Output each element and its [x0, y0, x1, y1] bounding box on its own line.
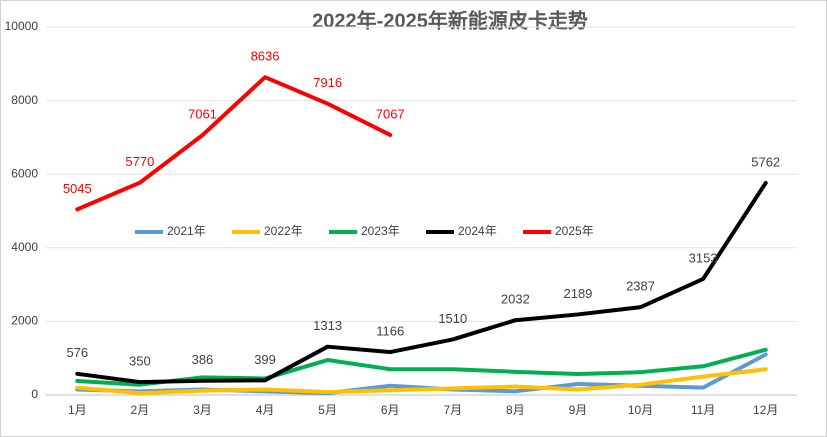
series-line — [75, 367, 768, 396]
data-label: 1313 — [313, 318, 342, 333]
x-tick-label: 9月 — [569, 403, 588, 417]
x-tick-label: 5月 — [318, 403, 337, 417]
legend-label: 2021年 — [167, 224, 206, 238]
legend-label: 2022年 — [264, 224, 303, 238]
data-label: 5770 — [125, 154, 154, 169]
series-line — [75, 75, 393, 212]
y-tick-label: 2000 — [11, 314, 38, 328]
x-tick-label: 11月 — [691, 403, 715, 417]
data-label: 5762 — [751, 154, 780, 169]
data-label: 2189 — [563, 286, 592, 301]
x-tick-label: 12月 — [753, 403, 778, 417]
x-tick-label: 1月 — [68, 403, 87, 417]
y-tick-label: 0 — [31, 387, 38, 401]
data-label: 576 — [66, 345, 88, 360]
data-label: 7916 — [313, 75, 342, 90]
data-label: 2032 — [501, 292, 530, 307]
y-tick-label: 8000 — [11, 93, 38, 107]
data-label: 399 — [254, 352, 276, 367]
data-label: 8636 — [251, 49, 280, 64]
x-tick-label: 7月 — [443, 403, 462, 417]
chart-title: 2022年-2025年新能源皮卡走势 — [312, 8, 588, 32]
x-tick-label: 6月 — [381, 403, 400, 417]
data-label: 1166 — [376, 324, 404, 339]
series-line — [75, 347, 768, 387]
x-tick-label: 4月 — [256, 403, 275, 417]
y-tick-label: 4000 — [11, 240, 38, 254]
data-label: 7061 — [188, 107, 217, 122]
legend-label: 2024年 — [458, 224, 497, 238]
legend-label: 2023年 — [361, 224, 400, 238]
x-tick-label: 3月 — [193, 403, 212, 417]
x-tick-label: 2月 — [131, 403, 150, 417]
series-line — [75, 180, 768, 385]
data-label: 5045 — [63, 181, 92, 196]
y-tick-label: 10000 — [5, 19, 39, 33]
data-label: 1510 — [438, 311, 467, 326]
y-tick-label: 6000 — [11, 166, 38, 180]
x-tick-label: 8月 — [506, 403, 525, 417]
data-label: 3153 — [689, 250, 718, 265]
legend-label: 2025年 — [555, 224, 594, 238]
data-label: 7067 — [376, 106, 405, 121]
data-label: 2387 — [626, 279, 655, 294]
data-label: 386 — [192, 352, 214, 367]
data-label: 350 — [129, 354, 151, 369]
x-tick-label: 10月 — [628, 403, 653, 417]
